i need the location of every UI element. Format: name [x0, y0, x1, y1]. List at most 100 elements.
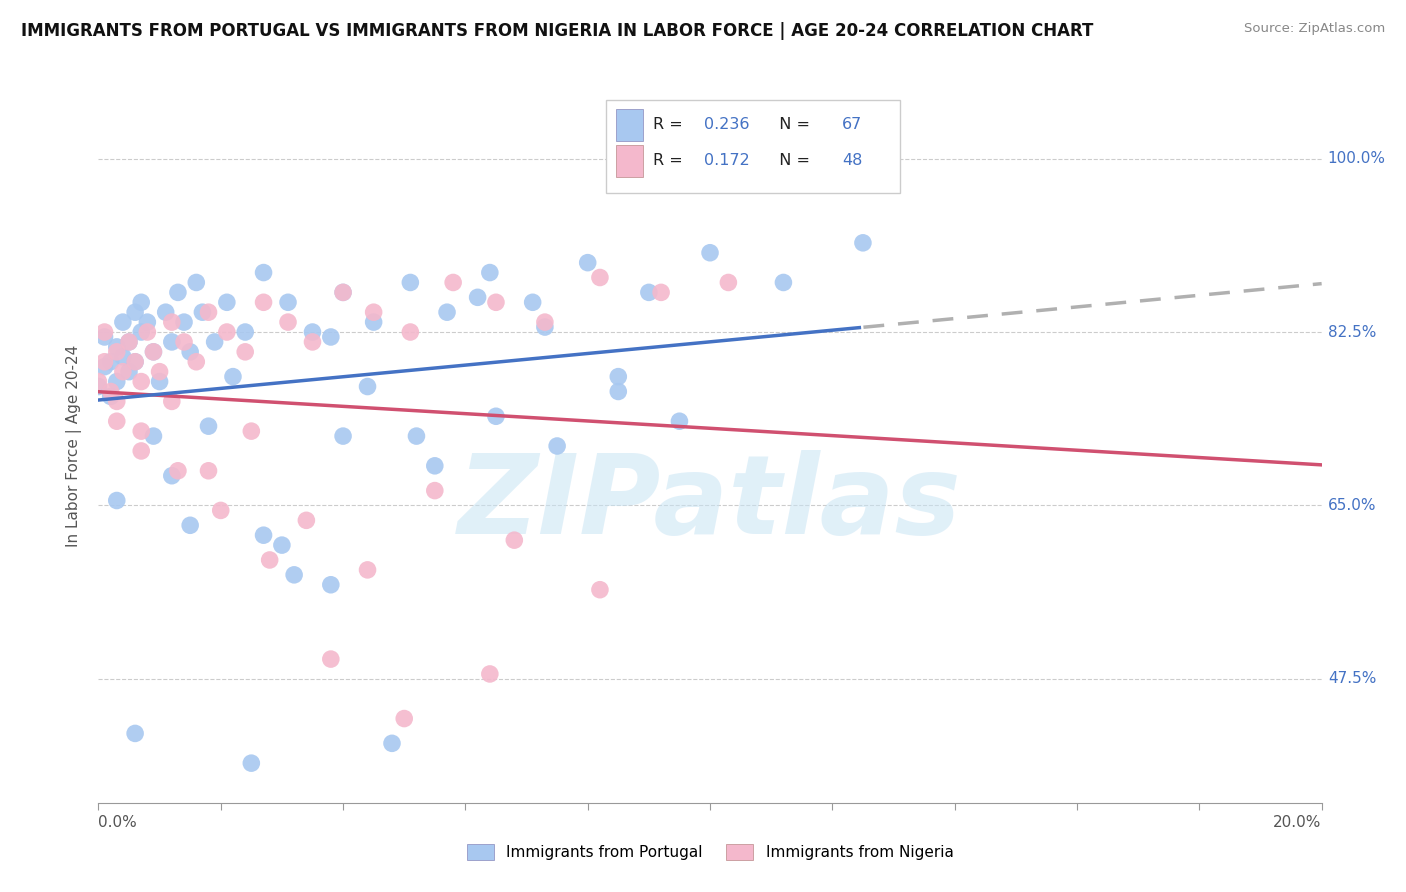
Point — [399, 325, 422, 339]
Text: 0.0%: 0.0% — [98, 814, 138, 830]
Point — [332, 285, 354, 300]
Point — [717, 276, 740, 290]
Point — [136, 315, 159, 329]
Point — [215, 325, 238, 339]
Point — [160, 394, 183, 409]
Point — [111, 350, 134, 364]
Text: 0.236: 0.236 — [704, 118, 749, 132]
Point — [149, 375, 172, 389]
Point — [607, 369, 630, 384]
Point — [546, 439, 568, 453]
Text: 82.5%: 82.5% — [1327, 325, 1376, 340]
Point — [319, 330, 342, 344]
Point — [105, 493, 128, 508]
Point — [87, 379, 110, 393]
Text: N =: N = — [769, 118, 815, 132]
Point — [478, 667, 501, 681]
Point — [436, 305, 458, 319]
Point — [485, 409, 508, 424]
Point — [100, 355, 122, 369]
Point — [167, 464, 190, 478]
Point — [118, 334, 141, 349]
Point — [423, 483, 446, 498]
Text: Source: ZipAtlas.com: Source: ZipAtlas.com — [1244, 22, 1385, 36]
Point — [259, 553, 281, 567]
Point — [129, 325, 152, 339]
FancyBboxPatch shape — [606, 100, 900, 193]
Point — [252, 266, 274, 280]
Point — [197, 419, 219, 434]
Y-axis label: In Labor Force | Age 20-24: In Labor Force | Age 20-24 — [66, 345, 83, 547]
Point — [160, 315, 183, 329]
Point — [233, 344, 256, 359]
Point — [179, 344, 201, 359]
Point — [100, 389, 122, 403]
Point — [173, 315, 195, 329]
Point — [363, 315, 385, 329]
Point — [118, 334, 141, 349]
Point — [124, 726, 146, 740]
Point — [637, 285, 661, 300]
Text: 20.0%: 20.0% — [1274, 814, 1322, 830]
Text: 67: 67 — [842, 118, 862, 132]
Point — [215, 295, 238, 310]
Point — [277, 295, 299, 310]
Point — [87, 375, 110, 389]
Point — [240, 424, 263, 438]
Text: 100.0%: 100.0% — [1327, 151, 1386, 166]
Point — [124, 355, 146, 369]
Point — [160, 468, 183, 483]
Point — [332, 429, 354, 443]
Text: N =: N = — [769, 153, 815, 168]
Point — [699, 245, 721, 260]
Point — [405, 429, 427, 443]
Point — [772, 276, 794, 290]
Point — [105, 394, 128, 409]
Point — [319, 578, 342, 592]
Point — [209, 503, 232, 517]
Point — [105, 375, 128, 389]
Point — [124, 305, 146, 319]
Point — [149, 365, 172, 379]
Point — [129, 424, 152, 438]
Point — [485, 295, 508, 310]
Point — [399, 276, 422, 290]
Point — [129, 375, 152, 389]
Point — [93, 359, 115, 374]
Text: 48: 48 — [842, 153, 862, 168]
Point — [142, 344, 165, 359]
Point — [124, 355, 146, 369]
Point — [191, 305, 214, 319]
Point — [589, 270, 612, 285]
Point — [155, 305, 177, 319]
Point — [283, 567, 305, 582]
Bar — [616, 145, 643, 177]
Point — [277, 315, 299, 329]
Point — [441, 276, 464, 290]
Point — [252, 295, 274, 310]
Point — [167, 285, 190, 300]
Legend: Immigrants from Portugal, Immigrants from Nigeria: Immigrants from Portugal, Immigrants fro… — [461, 838, 959, 866]
Point — [105, 340, 128, 354]
Point — [534, 315, 557, 329]
Point — [295, 513, 318, 527]
Point — [186, 355, 208, 369]
Point — [197, 305, 219, 319]
Text: IMMIGRANTS FROM PORTUGAL VS IMMIGRANTS FROM NIGERIA IN LABOR FORCE | AGE 20-24 C: IMMIGRANTS FROM PORTUGAL VS IMMIGRANTS F… — [21, 22, 1094, 40]
Text: ZIPatlas: ZIPatlas — [458, 450, 962, 557]
Point — [392, 712, 416, 726]
Point — [197, 464, 219, 478]
Point — [93, 325, 115, 339]
Point — [478, 266, 501, 280]
Point — [186, 276, 208, 290]
Point — [173, 334, 195, 349]
Point — [607, 384, 630, 399]
Text: 65.0%: 65.0% — [1327, 498, 1376, 513]
Point — [522, 295, 544, 310]
Bar — [616, 109, 643, 141]
Point — [356, 563, 378, 577]
Point — [118, 365, 141, 379]
Point — [233, 325, 256, 339]
Point — [93, 330, 115, 344]
Point — [129, 444, 152, 458]
